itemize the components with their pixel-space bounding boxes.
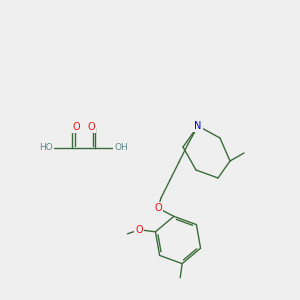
Text: O: O — [136, 225, 143, 235]
Text: N: N — [194, 121, 202, 131]
Text: O: O — [87, 122, 95, 132]
Text: OH: OH — [114, 143, 128, 152]
Text: HO: HO — [39, 143, 53, 152]
Text: O: O — [154, 203, 162, 213]
Text: O: O — [72, 122, 80, 132]
